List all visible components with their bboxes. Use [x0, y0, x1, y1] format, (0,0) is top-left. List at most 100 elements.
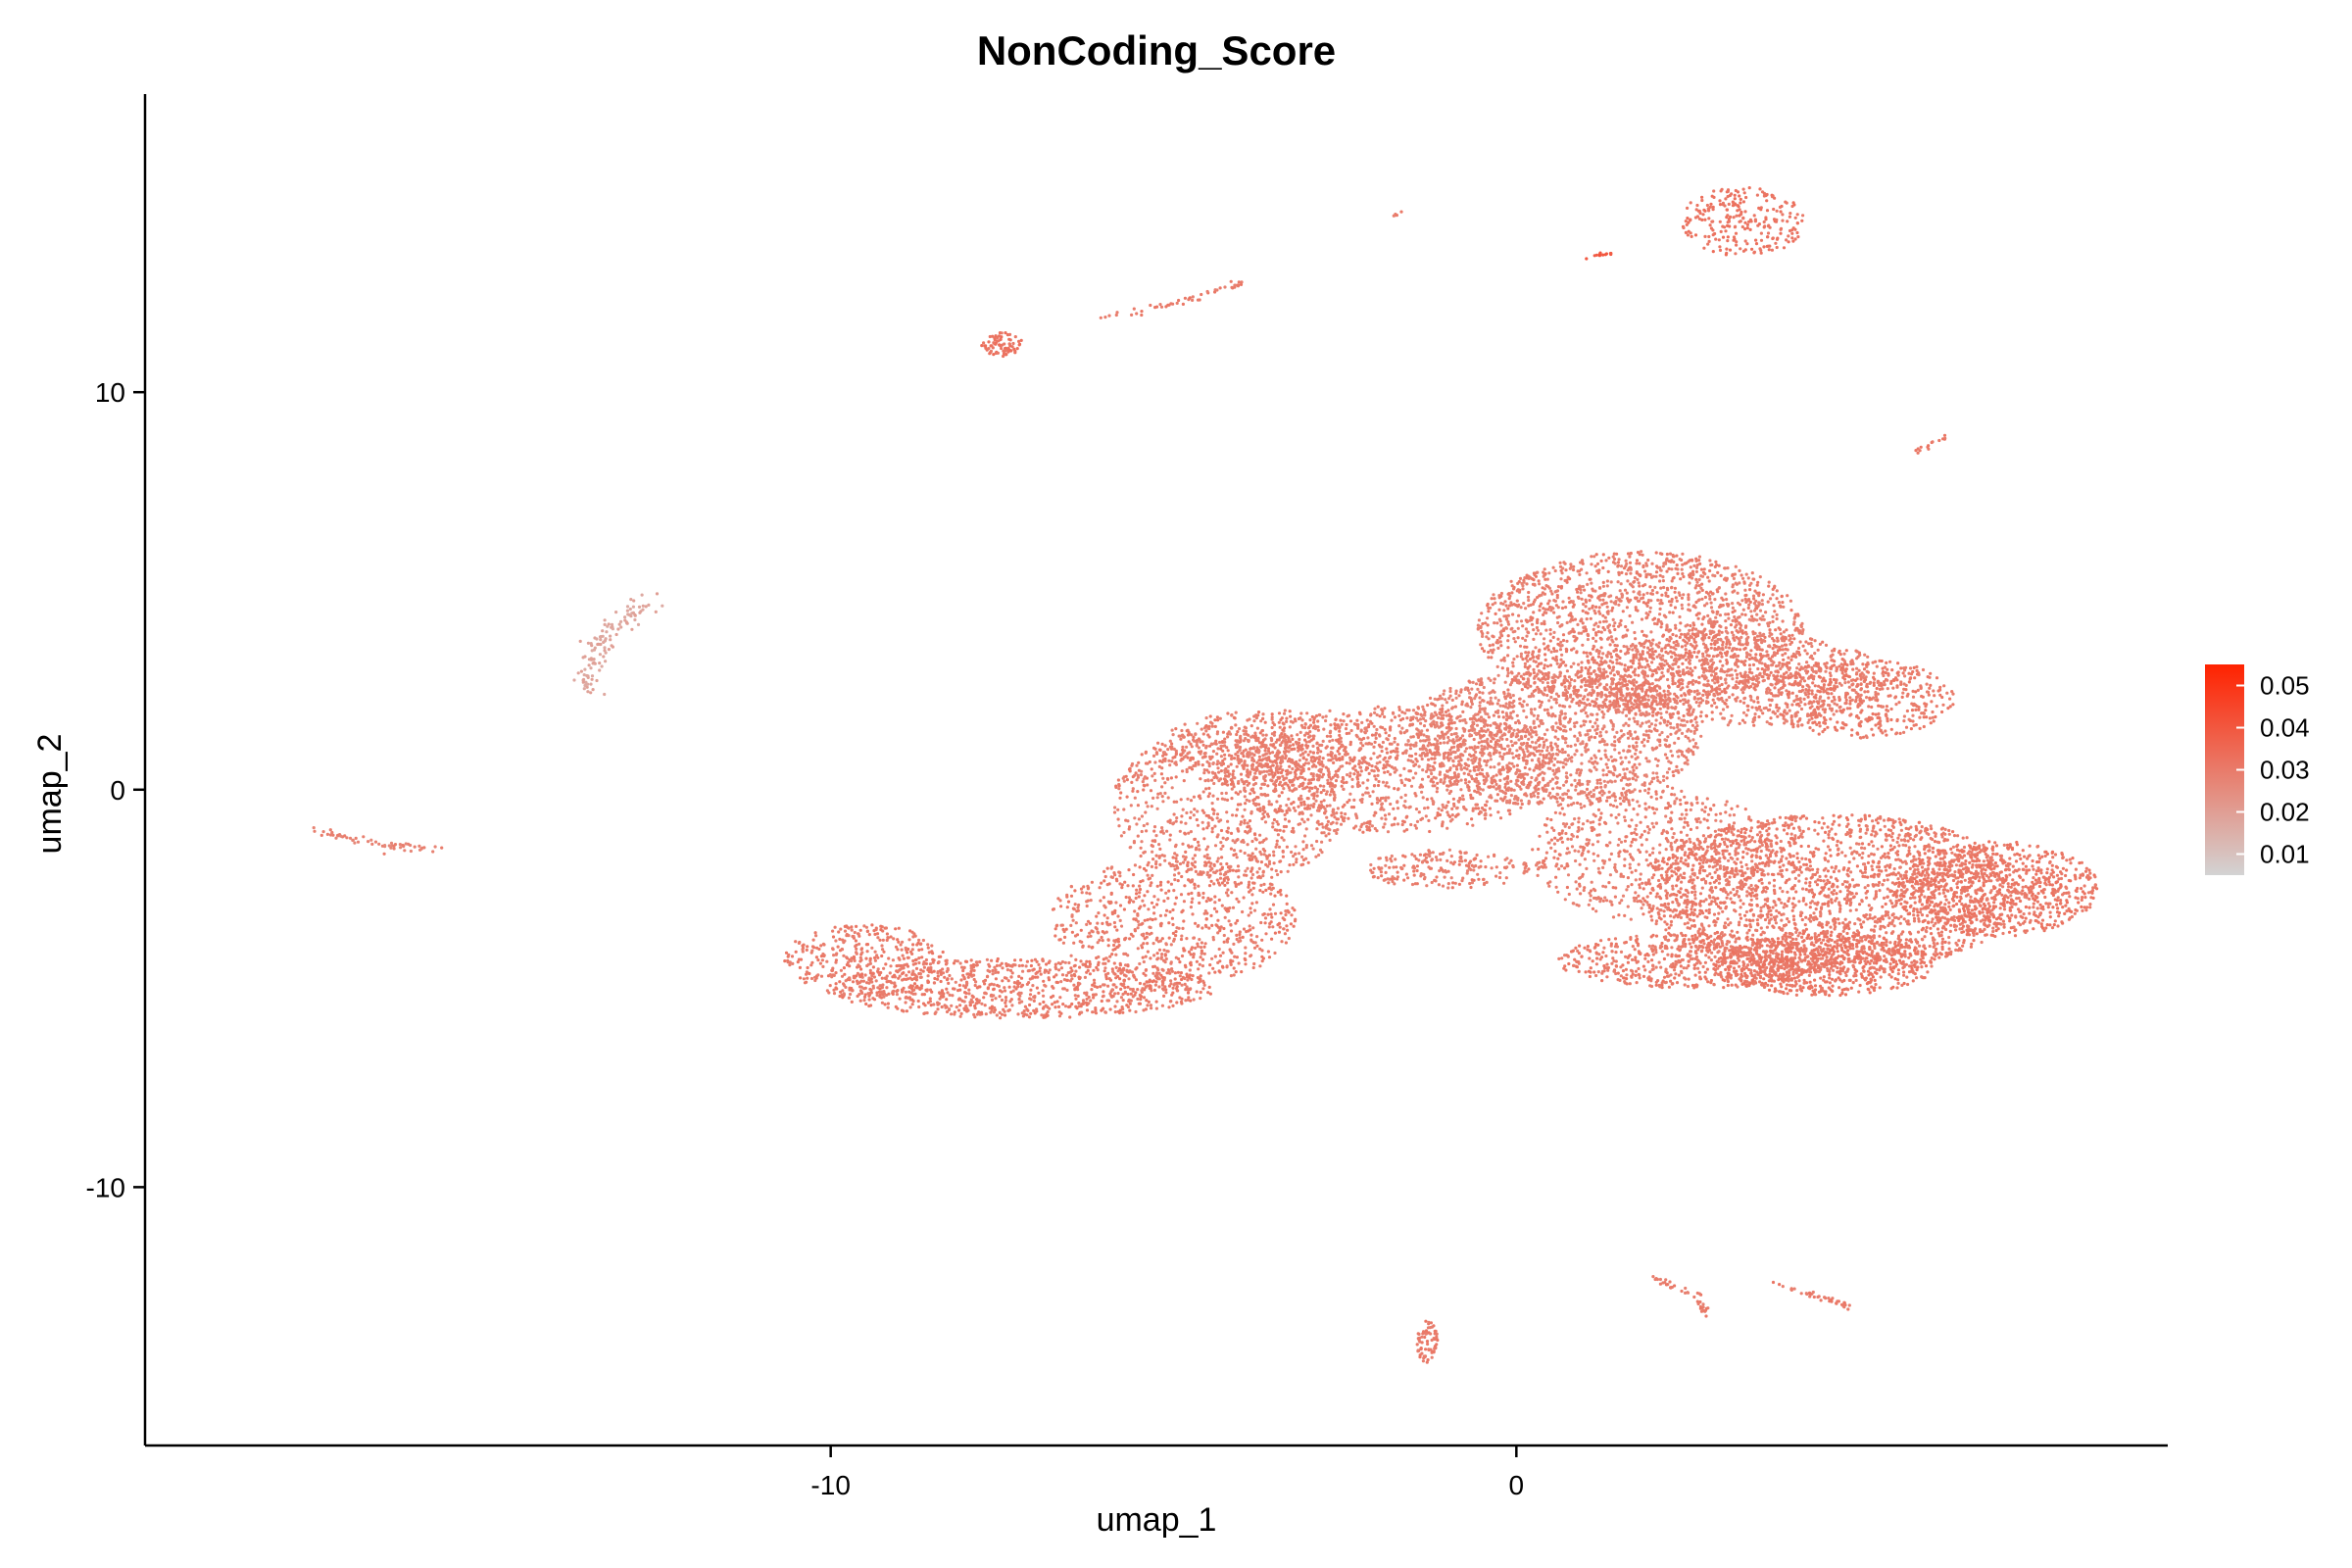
- data-point: [1528, 767, 1532, 771]
- data-point: [1067, 960, 1071, 965]
- data-point: [1262, 806, 1266, 810]
- data-point: [1226, 735, 1230, 739]
- data-point: [885, 986, 889, 990]
- data-point: [1117, 944, 1121, 948]
- data-point: [1194, 869, 1198, 874]
- data-point: [996, 983, 1000, 988]
- data-point: [1340, 779, 1344, 784]
- data-point: [1210, 830, 1214, 834]
- data-point: [1153, 983, 1157, 987]
- data-point: [1102, 879, 1106, 883]
- data-point: [1152, 954, 1156, 957]
- data-point: [1283, 932, 1287, 936]
- data-point: [1389, 772, 1393, 776]
- data-point: [1345, 760, 1348, 765]
- data-point: [1378, 760, 1382, 764]
- data-point: [1613, 779, 1617, 783]
- data-point: [1399, 778, 1403, 782]
- data-point: [1585, 787, 1590, 792]
- data-point: [1566, 754, 1570, 758]
- data-point: [1191, 974, 1195, 978]
- data-point: [1242, 749, 1246, 754]
- data-point: [802, 977, 807, 981]
- data-point: [1178, 974, 1182, 978]
- data-point: [1031, 968, 1035, 972]
- data-point: [1104, 930, 1108, 934]
- data-point: [1142, 823, 1146, 828]
- data-point: [1097, 931, 1101, 935]
- data-point: [917, 938, 921, 943]
- data-point: [805, 972, 808, 976]
- data-point: [1162, 994, 1166, 999]
- data-point: [1315, 827, 1319, 831]
- data-point: [1111, 948, 1115, 952]
- data-point: [1167, 921, 1171, 925]
- data-point: [1164, 943, 1168, 947]
- data-point: [1240, 970, 1244, 974]
- data-point: [1180, 753, 1184, 757]
- data-point: [905, 1009, 909, 1013]
- data-point: [1254, 857, 1258, 860]
- data-point: [1290, 850, 1294, 855]
- data-point: [907, 990, 911, 994]
- data-point: [1396, 875, 1399, 879]
- data-point: [1175, 800, 1179, 804]
- data-point: [1220, 740, 1225, 745]
- data-point: [1213, 844, 1218, 848]
- data-point: [1200, 763, 1204, 767]
- data-point: [1250, 756, 1254, 760]
- data-point: [855, 974, 858, 978]
- data-point: [1502, 865, 1507, 869]
- data-point: [1433, 760, 1437, 764]
- data-point: [1536, 717, 1540, 721]
- data-point: [1357, 828, 1362, 832]
- data-point: [1297, 716, 1300, 721]
- data-point: [1247, 885, 1250, 889]
- data-point: [1254, 901, 1258, 905]
- data-point: [1338, 752, 1342, 756]
- data-point: [1248, 819, 1252, 823]
- data-point: [1258, 889, 1262, 893]
- data-point: [1040, 1013, 1044, 1017]
- data-point: [1213, 895, 1217, 899]
- data-point: [1334, 717, 1338, 721]
- data-point: [1008, 1000, 1012, 1004]
- data-point: [926, 943, 930, 947]
- data-point: [1114, 965, 1118, 970]
- data-point: [1377, 743, 1381, 747]
- data-point: [1208, 963, 1212, 967]
- data-point: [1372, 866, 1376, 870]
- data-point: [917, 1004, 921, 1009]
- data-point: [1307, 767, 1311, 771]
- data-point: [1188, 751, 1192, 755]
- data-point: [958, 961, 962, 965]
- data-point: [1568, 705, 1572, 709]
- data-point: [1127, 827, 1131, 831]
- data-point: [1450, 813, 1454, 817]
- data-point: [1183, 982, 1187, 987]
- data-point: [1515, 763, 1519, 767]
- data-point: [1427, 818, 1431, 823]
- data-point: [969, 972, 973, 977]
- data-point: [1533, 754, 1537, 758]
- data-point: [1403, 793, 1407, 798]
- data-point: [1449, 876, 1453, 880]
- data-point: [1132, 839, 1136, 844]
- data-point: [902, 977, 906, 981]
- data-point: [1185, 972, 1189, 976]
- data-point: [828, 984, 832, 988]
- data-point: [1283, 709, 1287, 712]
- data-point: [1246, 843, 1250, 847]
- data-point: [1376, 773, 1380, 778]
- data-point: [1396, 822, 1400, 826]
- data-point: [1215, 816, 1219, 820]
- data-point: [1142, 788, 1146, 792]
- data-point: [1465, 871, 1469, 875]
- data-point: [1119, 924, 1124, 928]
- data-point: [1356, 780, 1360, 785]
- data-point: [1190, 891, 1194, 896]
- data-point: [1041, 1006, 1046, 1010]
- data-point: [1385, 737, 1389, 741]
- data-point: [1160, 953, 1164, 956]
- data-point: [1273, 808, 1277, 812]
